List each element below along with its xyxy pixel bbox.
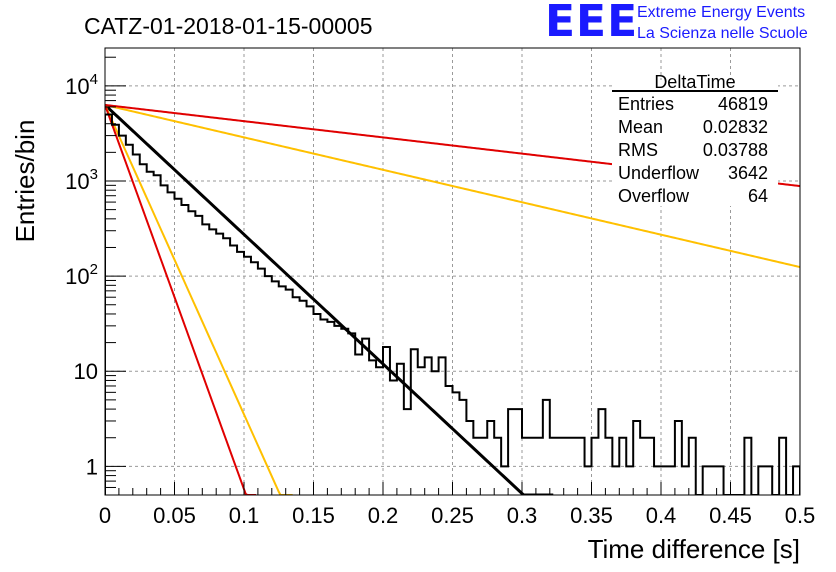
stats-box-background bbox=[612, 80, 778, 206]
axes bbox=[104, 56, 801, 496]
chart-title: CATZ-01-2018-01-15-00005 bbox=[84, 13, 373, 39]
x-tick-label: 0 bbox=[99, 503, 111, 528]
x-tick-labels: 0 0.05 0.1 0.15 0.2 0.25 0.3 0.35 0.4 0.45 0.5 bbox=[99, 503, 815, 528]
stats-label: Overflow bbox=[618, 186, 690, 206]
stats-value: 46819 bbox=[718, 94, 768, 114]
fit-curve-3 bbox=[105, 103, 800, 269]
logo-mark: EEE bbox=[545, 0, 639, 47]
stats-label: RMS bbox=[618, 140, 658, 160]
x-tick-label: 0.2 bbox=[368, 503, 399, 528]
x-tick-label: 0.1 bbox=[229, 503, 260, 528]
fit-curve-4 bbox=[105, 104, 257, 495]
y-tick-label: 10 bbox=[74, 359, 98, 384]
x-axis-label: Time difference [s] bbox=[588, 534, 800, 564]
logo-line-1: Extreme Energy Events bbox=[637, 4, 806, 21]
fit-curve-1 bbox=[105, 103, 554, 495]
fit-curve-2 bbox=[105, 104, 293, 495]
stats-value: 0.02832 bbox=[703, 117, 768, 137]
stats-value: 3642 bbox=[728, 163, 768, 183]
histogram-outline bbox=[105, 113, 800, 495]
x-tick-label: 0.15 bbox=[292, 503, 335, 528]
stats-label: Entries bbox=[618, 94, 674, 114]
stats-label: Mean bbox=[618, 117, 663, 137]
stats-value: 64 bbox=[748, 186, 768, 206]
y-tick-label: 1 bbox=[86, 454, 98, 479]
y-tick-labels: 1 10 102 103 104 bbox=[65, 71, 98, 480]
x-tick-label: 0.5 bbox=[785, 503, 816, 528]
y-axis-label: Entries/bin bbox=[10, 120, 40, 243]
stats-value: 0.03788 bbox=[703, 140, 768, 160]
stats-box-title: DeltaTime bbox=[654, 72, 735, 92]
x-tick-label: 0.4 bbox=[646, 503, 677, 528]
x-tick-label: 0.35 bbox=[570, 503, 613, 528]
grid bbox=[105, 48, 800, 495]
x-tick-label: 0.45 bbox=[709, 503, 752, 528]
y-tick-label: 102 bbox=[65, 261, 98, 289]
y-tick-label: 104 bbox=[65, 71, 98, 99]
y-tick-label: 103 bbox=[65, 166, 98, 194]
histogram bbox=[105, 113, 800, 495]
x-tick-label: 0.05 bbox=[153, 503, 196, 528]
stats-label: Underflow bbox=[618, 163, 700, 183]
fit-curves bbox=[105, 103, 800, 495]
x-tick-label: 0.25 bbox=[431, 503, 474, 528]
eee-logo: EEE Extreme Energy Events La Scienza nel… bbox=[545, 0, 835, 47]
x-tick-label: 0.3 bbox=[507, 503, 538, 528]
logo-line-2: La Scienza nelle Scuole bbox=[637, 25, 808, 42]
